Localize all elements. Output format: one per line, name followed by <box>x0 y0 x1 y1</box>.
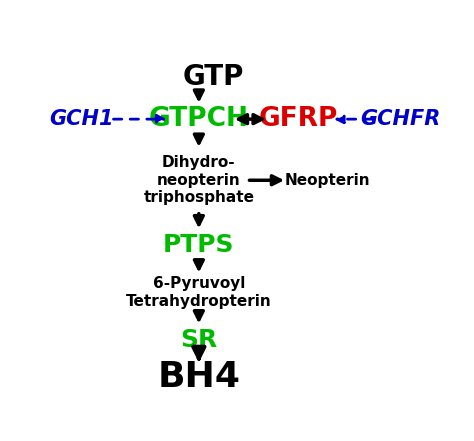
Text: BH4: BH4 <box>157 360 240 394</box>
Text: Dihydro-
neopterin
triphosphate: Dihydro- neopterin triphosphate <box>143 155 255 205</box>
Text: SR: SR <box>180 328 218 352</box>
Text: GTP: GTP <box>183 63 244 91</box>
Text: GCH1: GCH1 <box>49 109 114 129</box>
Text: GFRP: GFRP <box>258 106 337 132</box>
Text: GCHFR: GCHFR <box>361 109 441 129</box>
Text: PTPS: PTPS <box>163 233 235 257</box>
Text: Neopterin: Neopterin <box>284 173 370 188</box>
Text: GTPCH: GTPCH <box>149 106 249 132</box>
Text: 6-Pyruvoyl
Tetrahydropterin: 6-Pyruvoyl Tetrahydropterin <box>126 276 272 309</box>
